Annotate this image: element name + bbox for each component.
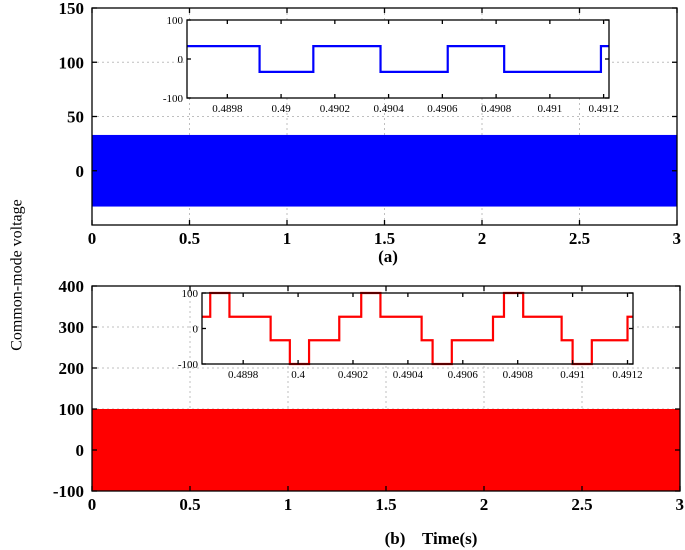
x-tick-label: 2 [478, 229, 487, 248]
y-tick-label: 0 [76, 441, 85, 460]
inset-x-tick-label: 0.4898 [212, 103, 243, 115]
inset-x-tick-label: 0.491 [560, 369, 585, 381]
x-tick-label: 2 [480, 495, 489, 514]
inset-y-tick-label: 0 [193, 324, 199, 336]
inset-x-tick-label: 0.491 [537, 103, 562, 115]
y-tick-label: -100 [53, 482, 84, 501]
panel-a-label: (a) [378, 247, 398, 266]
x-tick-label: 1.5 [374, 229, 395, 248]
y-tick-label: 0 [76, 162, 85, 181]
inset-waveform [202, 291, 633, 366]
inset-x-tick-label: 0.4904 [393, 369, 424, 381]
y-tick-label: 150 [59, 0, 85, 18]
x-tick-label: 1 [283, 229, 292, 248]
inset-x-tick-label: 0.4898 [228, 369, 259, 381]
x-tick-label: 0 [88, 229, 97, 248]
inset-x-tick-label: 0.4912 [588, 103, 618, 115]
inset-background [187, 20, 609, 98]
inset-x-tick-label: 0.4902 [320, 103, 350, 115]
inset-x-tick-label: 0.49 [271, 103, 291, 115]
inset-y-tick-label: 0 [178, 54, 184, 66]
x-tick-label: 3 [673, 229, 682, 248]
inset-x-tick-label: 0.4906 [448, 369, 479, 381]
inset-x-tick-label: 0.4904 [373, 103, 404, 115]
inset-x-tick-label: 0.4902 [338, 369, 368, 381]
inset-background [202, 293, 633, 364]
x-tick-label: 1 [284, 495, 293, 514]
x-tick-label: 1.5 [375, 495, 396, 514]
inset-x-tick-label: 0.4 [291, 369, 305, 381]
y-tick-label: 200 [59, 359, 85, 378]
y-tick-label: 400 [59, 277, 85, 296]
y-tick-label: 100 [59, 53, 85, 72]
inset-chart: 0.4898 0.49 0.4902 0.4904 0.4906 0.4908 0.491 0… [163, 15, 619, 115]
x-axis-label: Time(s) [422, 529, 477, 548]
x-tick-label: 0.5 [179, 495, 200, 514]
x-tick-label: 2.5 [569, 229, 590, 248]
inset-y-tick-label: 100 [182, 288, 199, 300]
inset-x-tick-label: 0.4908 [481, 103, 512, 115]
inset-y-tick-label: 100 [167, 15, 184, 27]
waveform-envelope [92, 134, 677, 207]
y-tick-label: 300 [59, 318, 85, 337]
inset-x-tick-label: 0.4912 [612, 369, 642, 381]
panel-b-label: (b) [385, 529, 406, 548]
inset-x-tick-label: 0.4906 [427, 103, 458, 115]
waveform-envelope [92, 409, 680, 491]
y-axis-label: Common-mode voltage [9, 199, 26, 351]
x-tick-label: 3 [676, 495, 685, 514]
x-tick-label: 0.5 [179, 229, 200, 248]
x-tick-label: 0 [88, 495, 97, 514]
inset-x-tick-label: 0.4908 [503, 369, 534, 381]
y-tick-label: 100 [59, 400, 85, 419]
inset-chart: 0.4898 0.4 0.4902 0.4904 0.4906 0.4908 0.491 0.… [178, 288, 643, 381]
x-tick-label: 2.5 [571, 495, 592, 514]
inset-waveform [187, 45, 609, 73]
inset-y-tick-label: -100 [163, 93, 184, 105]
y-tick-label: 50 [67, 108, 84, 127]
inset-y-tick-label: -100 [178, 359, 199, 371]
